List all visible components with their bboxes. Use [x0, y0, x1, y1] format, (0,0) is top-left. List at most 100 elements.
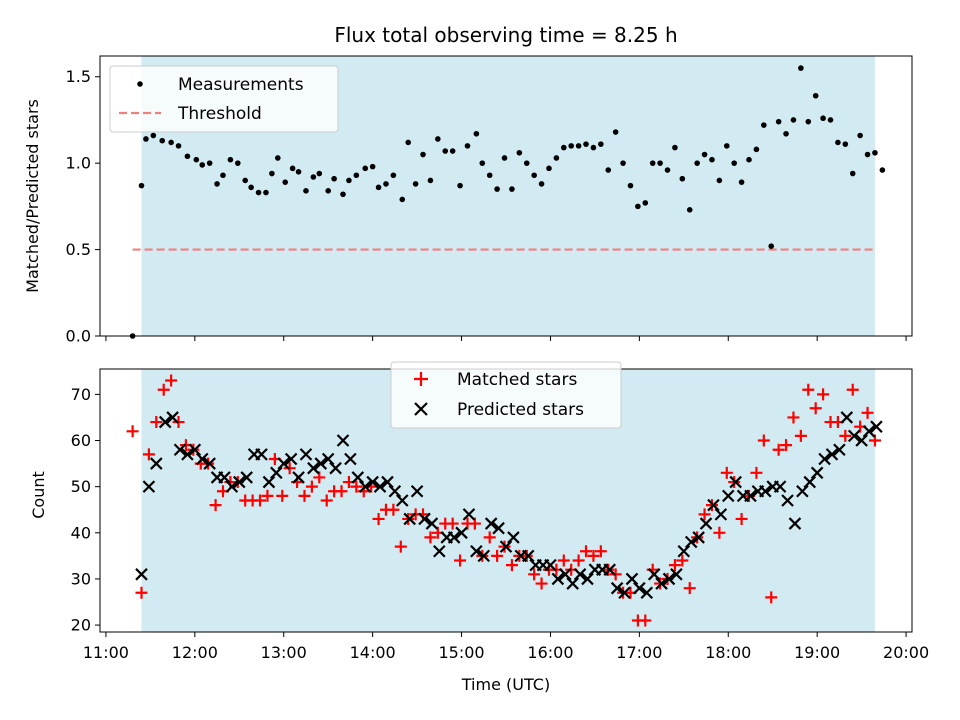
- measurement-point: [538, 181, 545, 187]
- matched-star-point: [254, 494, 267, 507]
- predicted-star-point: [781, 494, 794, 507]
- measurement-point: [383, 181, 389, 187]
- predicted-star-point: [551, 572, 565, 586]
- measurement-point: [353, 172, 360, 179]
- predicted-star-point: [803, 475, 817, 489]
- predicted-star-point: [558, 568, 572, 581]
- measurement-point: [701, 151, 708, 158]
- predicted-star-point: [677, 544, 691, 558]
- predicted-star-point: [862, 425, 876, 438]
- measurement-point: [138, 182, 145, 189]
- matched-star-point: [298, 489, 311, 502]
- matched-star-point: [557, 554, 570, 567]
- predicted-star-point: [329, 461, 342, 475]
- predicted-star-point: [381, 475, 394, 489]
- predicted-star-point: [670, 568, 683, 581]
- count-y-ticks: 20 30 40 50 60 70: [71, 385, 100, 635]
- measurement-point: [405, 139, 412, 146]
- measurement-point: [709, 156, 715, 163]
- measurement-point: [872, 149, 878, 156]
- predicted-star-point: [233, 475, 246, 489]
- ratio-legend: Measurements Threshold: [109, 65, 339, 133]
- measurement-point: [263, 189, 269, 196]
- matched-star-point: [276, 489, 289, 502]
- count-y-axis-label: Count: [29, 471, 48, 519]
- measurement-point: [590, 144, 597, 151]
- x-tick-label: 18:00: [705, 643, 751, 662]
- predicted-star-point: [721, 489, 735, 503]
- matched-star-point: [720, 466, 733, 479]
- measurement-point: [849, 170, 856, 177]
- measurement-point: [575, 143, 582, 149]
- predicted-star-point: [847, 429, 861, 443]
- predicted-star-point: [314, 457, 328, 470]
- predicted-star-point: [773, 480, 787, 493]
- predicted-star-point: [759, 484, 772, 498]
- matched-stars-points: [126, 374, 881, 627]
- measurement-point: [143, 136, 149, 142]
- measurement-point: [879, 167, 886, 173]
- measurement-point: [842, 141, 849, 147]
- measurement-point: [694, 160, 700, 166]
- predicted-star-point: [788, 517, 802, 530]
- matched-star-point: [372, 512, 385, 525]
- matched-star-point: [639, 614, 652, 627]
- predicted-star-point: [729, 475, 742, 489]
- measurement-point: [716, 177, 723, 184]
- measurement-point: [168, 139, 174, 146]
- matched-star-point: [765, 591, 778, 604]
- measurement-point: [635, 203, 641, 210]
- predicted-star-point: [321, 452, 335, 466]
- legend-label-matched: Matched stars: [457, 370, 577, 390]
- matched-star-point: [535, 577, 548, 590]
- predicted-star-point: [507, 531, 520, 544]
- measurement-point: [464, 143, 471, 149]
- predicted-star-point: [292, 471, 305, 484]
- measurement-point: [864, 151, 871, 158]
- measurement-point: [775, 118, 782, 125]
- matched-star-point: [209, 499, 222, 512]
- measurement-point: [282, 179, 289, 185]
- predicted-star-point: [492, 521, 505, 535]
- measurement-point: [340, 191, 346, 198]
- measurement-point: [553, 155, 560, 161]
- measurement-point: [369, 163, 376, 170]
- matched-star-point: [446, 517, 459, 530]
- matched-star-point: [424, 531, 437, 544]
- legend-label-predicted: Predicted stars: [457, 400, 584, 420]
- matched-star-point: [491, 549, 504, 562]
- matched-star-point: [772, 443, 785, 456]
- x-tick-label: 15:00: [438, 643, 484, 662]
- measurement-point: [612, 129, 619, 135]
- measurement-point: [546, 165, 552, 172]
- ratio-x-ticks: [105, 336, 907, 341]
- matched-star-point: [683, 582, 696, 595]
- measurement-point: [523, 160, 530, 166]
- ratio-y-ticks: 0.0 0.5 1.0 1.5: [66, 67, 100, 346]
- y-tick-label: 40: [71, 523, 91, 542]
- predicted-star-point: [714, 508, 728, 521]
- y-tick-label: 50: [71, 477, 91, 496]
- measurement-point: [857, 132, 863, 139]
- predicted-star-point: [462, 508, 476, 521]
- legend-box: [109, 65, 339, 133]
- predicted-star-point: [299, 448, 313, 461]
- y-tick-label: 20: [71, 616, 91, 635]
- matched-star-point: [861, 406, 874, 419]
- predicted-star-point: [870, 420, 883, 433]
- matched-star-point: [809, 402, 822, 415]
- matched-star-point: [528, 568, 541, 581]
- measurement-point: [531, 172, 537, 179]
- measurement-point: [479, 160, 486, 166]
- predicted-star-point: [418, 512, 431, 526]
- measurement-point: [303, 188, 309, 194]
- matched-star-point: [757, 434, 770, 447]
- measurement-point: [214, 181, 220, 187]
- matched-star-point: [483, 531, 496, 544]
- measurement-point: [820, 115, 826, 122]
- measurement-point: [761, 122, 767, 128]
- matched-star-point: [335, 485, 348, 498]
- predicted-star-point: [388, 484, 402, 498]
- predicted-star-point: [477, 549, 491, 563]
